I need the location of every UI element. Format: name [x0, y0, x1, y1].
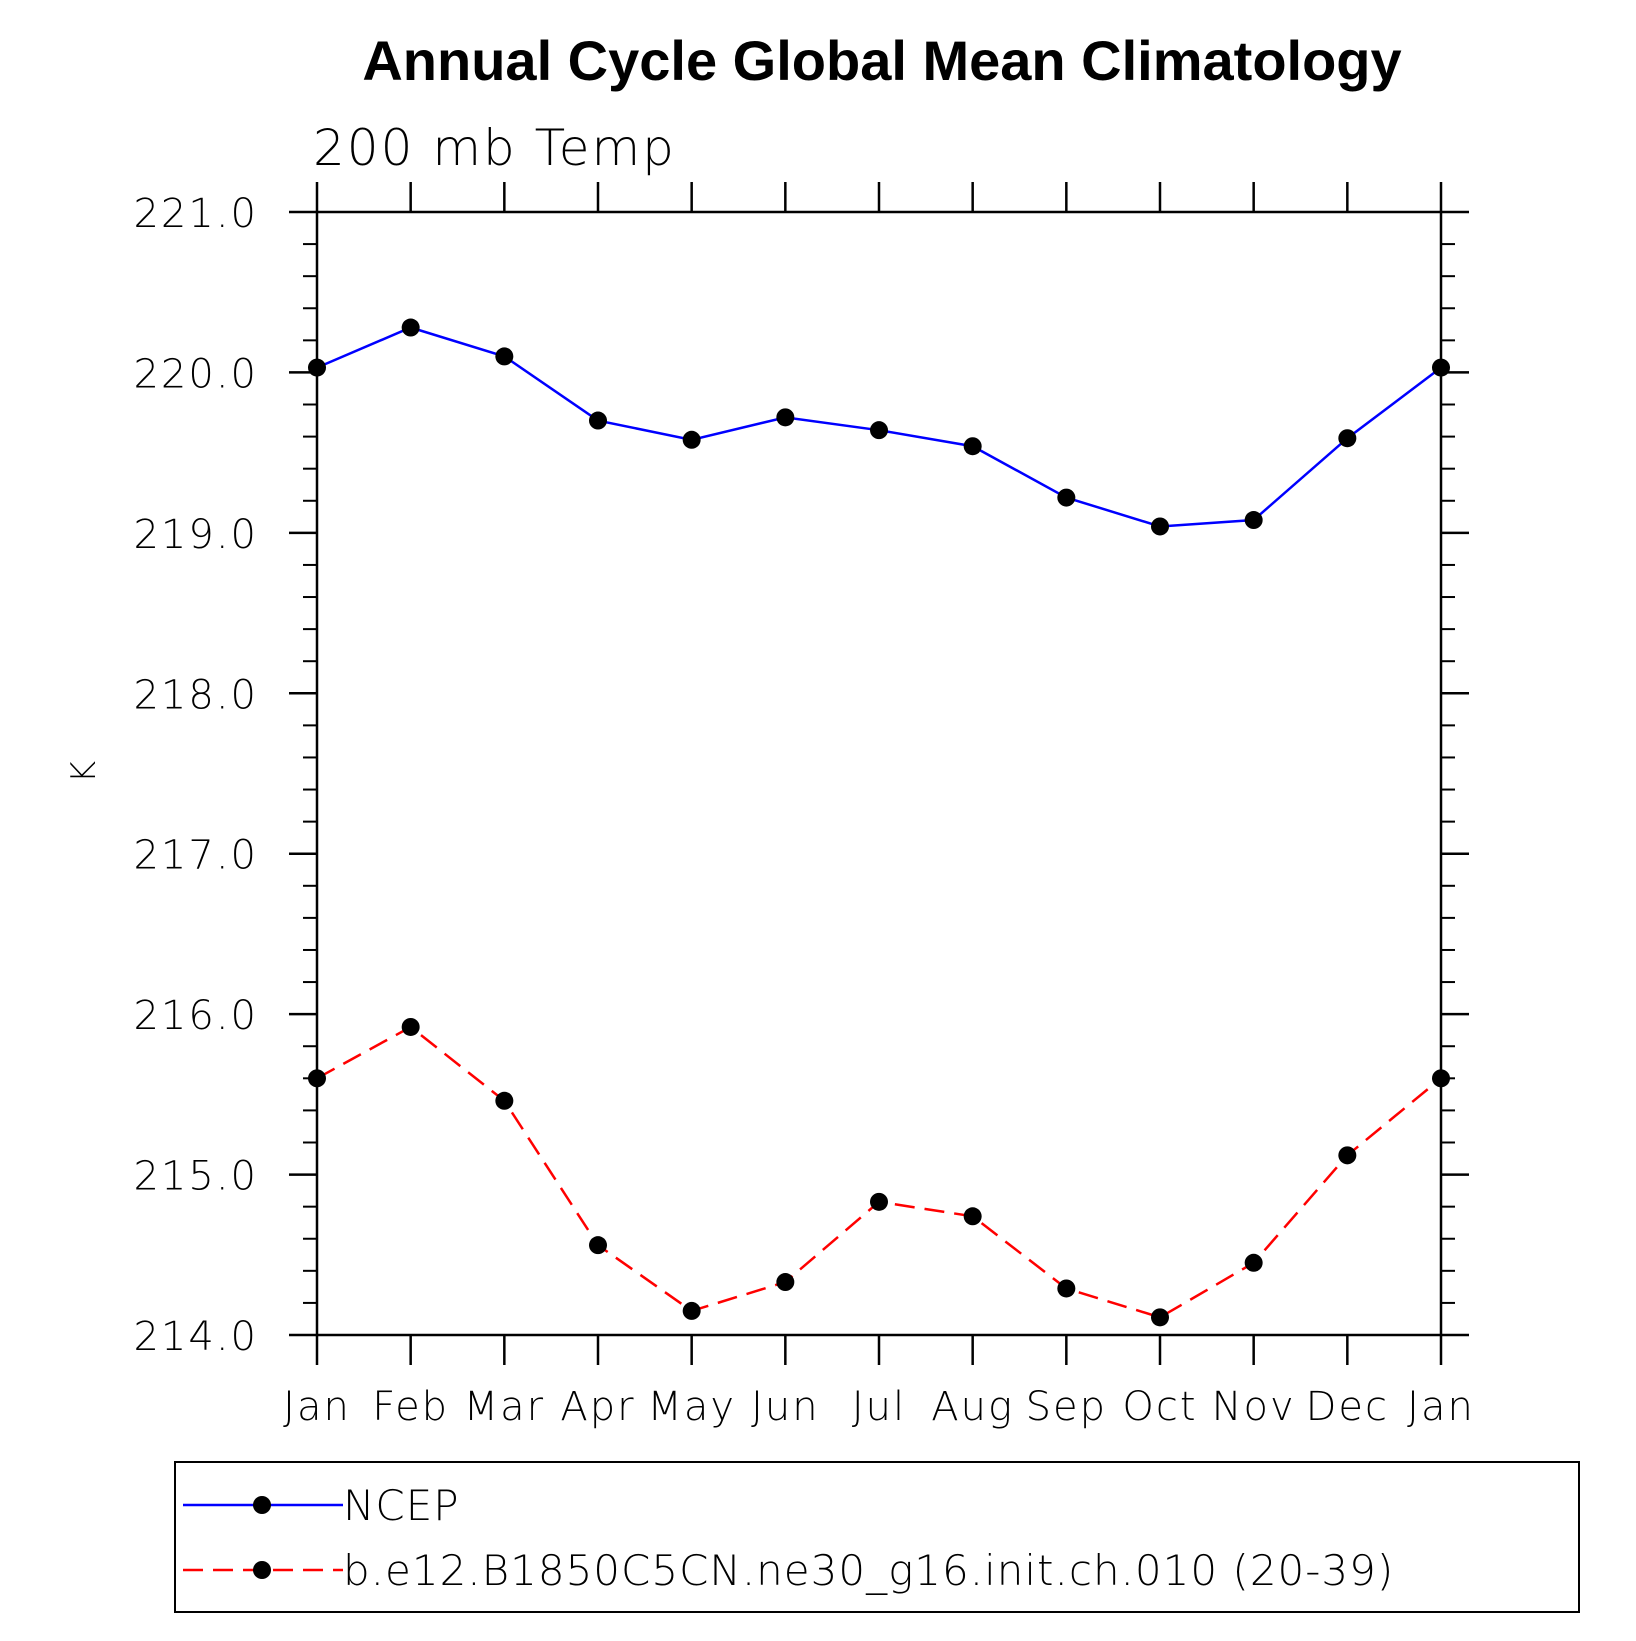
- x-tick-label: Aug: [931, 1384, 1014, 1430]
- series-2-point: [308, 1069, 326, 1088]
- series-2-point: [1338, 1146, 1357, 1165]
- x-tick-label: Jul: [852, 1384, 906, 1430]
- series-2-point: [776, 1273, 795, 1292]
- x-tick-label: Mar: [464, 1384, 545, 1430]
- series-1-point: [1432, 358, 1450, 377]
- series-2-point: [682, 1301, 701, 1320]
- series-1-point: [870, 421, 888, 440]
- series-1-point: [1338, 429, 1357, 448]
- x-tick-label: Nov: [1212, 1384, 1296, 1430]
- axes: Jan Feb Mar Apr May Jun Jul Aug Sep Oct Nov Dec Jan 2…: [133, 182, 1475, 1430]
- x-tick-label: Oct: [1122, 1384, 1197, 1430]
- x-tick-label: Jan: [1407, 1384, 1475, 1430]
- series-1-point: [589, 411, 607, 430]
- y-tick-label: 216.0: [133, 993, 258, 1039]
- y-tick-label: 220.0: [133, 351, 258, 397]
- x-tick-label: Apr: [560, 1384, 635, 1430]
- chart-title: Annual Cycle Global Mean Climatology: [362, 29, 1401, 92]
- y-tick-label: 215.0: [133, 1154, 258, 1200]
- series-2-point: [1151, 1308, 1169, 1327]
- series-2-point: [1057, 1279, 1076, 1298]
- plot-area: [308, 318, 1450, 1327]
- x-tick-label: Jun: [751, 1384, 820, 1430]
- y-tick-label: 218.0: [133, 672, 258, 718]
- series-1-point: [495, 347, 514, 366]
- series-2-point: [589, 1236, 607, 1255]
- series-2-point: [963, 1207, 982, 1226]
- series-1-point: [776, 408, 795, 427]
- series-2-point: [1244, 1253, 1263, 1272]
- x-tick-label: Jan: [283, 1384, 351, 1430]
- series-2-point: [1432, 1069, 1450, 1088]
- legend-label-ncep: NCEP: [343, 1481, 460, 1530]
- x-tick-label: May: [647, 1384, 736, 1430]
- series-1-point: [682, 430, 701, 449]
- series-1-point: [401, 318, 420, 337]
- plot-frame: [315, 210, 1443, 1337]
- legend-marker-model: [253, 1561, 271, 1579]
- y-tick-label: 217.0: [133, 833, 258, 879]
- y-tick-label: 221.0: [133, 191, 258, 237]
- series-1-point: [1151, 517, 1169, 536]
- legend-marker-ncep: [253, 1496, 271, 1514]
- series-1-point: [1057, 488, 1076, 507]
- y-tick-label: 219.0: [133, 512, 258, 558]
- x-tick-label: Feb: [372, 1384, 449, 1430]
- x-tick-label: Dec: [1306, 1384, 1389, 1430]
- x-tick-label: Sep: [1026, 1384, 1107, 1430]
- series-1-point: [308, 358, 326, 377]
- series-1-point: [963, 437, 982, 456]
- legend-box: [174, 1461, 1580, 1613]
- series-line-2: [316, 1025, 1442, 1319]
- y-tick-label: 214.0: [133, 1314, 258, 1360]
- chart-subtitle: 200 mb Temp: [313, 119, 676, 177]
- y-axis-label: K: [64, 761, 104, 783]
- series-1-point: [1244, 511, 1263, 530]
- legend-label-model: b.e12.B1850C5CN.ne30_g16.init.ch.010 (20…: [343, 1546, 1394, 1595]
- series-2-point: [870, 1192, 888, 1211]
- series-2-point: [495, 1091, 514, 1110]
- series-2-point: [401, 1017, 420, 1036]
- legend: NCEP b.e12.B1850C5CN.ne30_g16.init.ch.01…: [174, 1461, 1580, 1613]
